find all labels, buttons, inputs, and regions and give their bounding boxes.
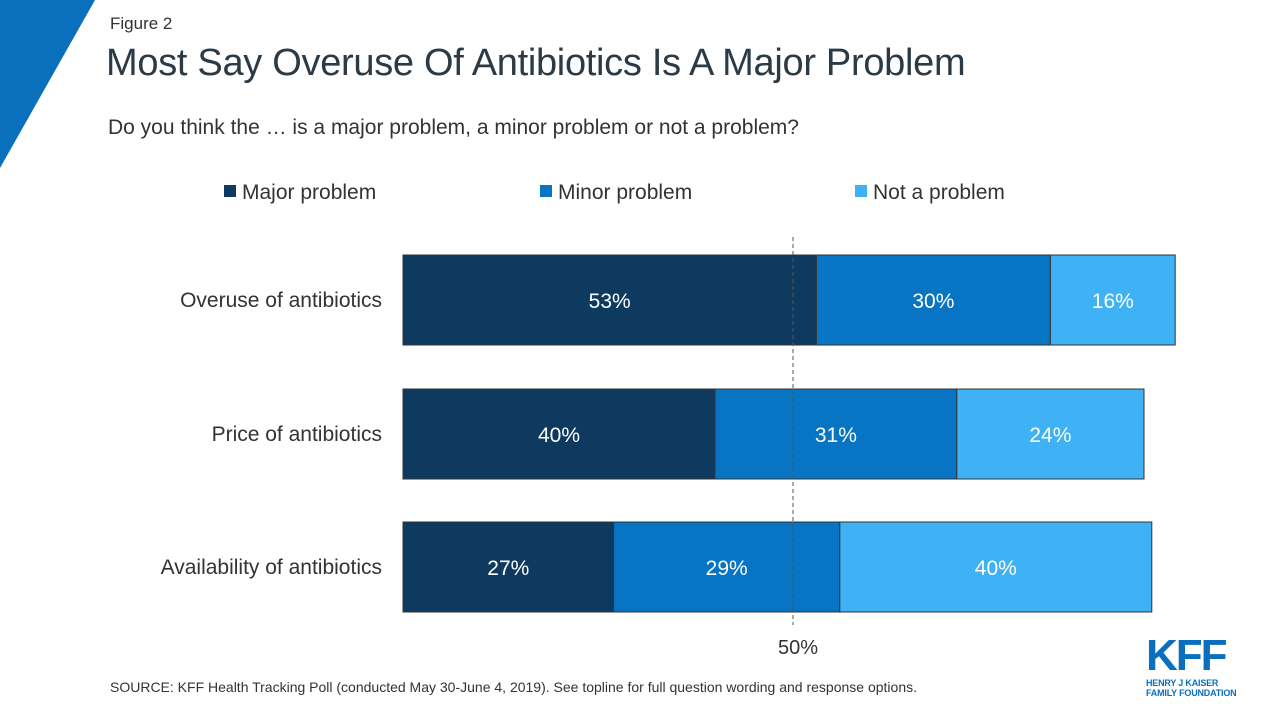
data-label: 16% xyxy=(1092,290,1134,313)
legend-label-2: Minor problem xyxy=(558,181,692,204)
bar-segment xyxy=(714,388,958,480)
chart-subtitle: Do you think the … is a major problem, a… xyxy=(108,116,799,139)
data-label: 40% xyxy=(975,557,1017,580)
bar-segment xyxy=(402,388,716,480)
figure-label: Figure 2 xyxy=(110,14,173,33)
kff-logo-mark: KFF xyxy=(1146,631,1228,680)
legend-swatch-1 xyxy=(224,185,236,197)
kff-logo: KFF HENRY J KAISER FAMILY FOUNDATION xyxy=(1146,631,1237,699)
stacked-bar-chart: Major problem Minor problem Not a problem O… xyxy=(161,181,1176,659)
bar-segment xyxy=(815,254,1051,346)
category-label: Price of antibiotics xyxy=(212,423,382,446)
category-label: Availability of antibiotics xyxy=(161,556,382,579)
data-label: 29% xyxy=(706,557,748,580)
kff-logo-line1: HENRY J KAISER xyxy=(1146,678,1219,688)
category-label: Overuse of antibiotics xyxy=(180,289,382,312)
data-label: 24% xyxy=(1029,424,1071,447)
reference-line-label: 50% xyxy=(778,637,818,659)
bar-segment xyxy=(839,521,1153,613)
bar-segment xyxy=(1049,254,1176,346)
legend-swatch-2 xyxy=(540,185,552,197)
data-label: 27% xyxy=(487,557,529,580)
bar-segment xyxy=(956,388,1145,480)
data-label: 53% xyxy=(589,290,631,313)
data-label: 30% xyxy=(912,290,954,313)
corner-accent-shape xyxy=(0,0,95,168)
legend-label-1: Major problem xyxy=(242,181,376,204)
chart-title: Most Say Overuse Of Antibiotics Is A Maj… xyxy=(106,42,966,84)
legend-swatch-3 xyxy=(855,185,867,197)
bar-segment xyxy=(613,521,841,613)
kff-logo-line2: FAMILY FOUNDATION xyxy=(1146,688,1237,698)
legend-label-3: Not a problem xyxy=(873,181,1005,204)
source-note: SOURCE: KFF Health Tracking Poll (conduc… xyxy=(110,679,917,695)
data-label: 31% xyxy=(815,424,857,447)
bar-segment xyxy=(402,521,615,613)
data-label: 40% xyxy=(538,424,580,447)
